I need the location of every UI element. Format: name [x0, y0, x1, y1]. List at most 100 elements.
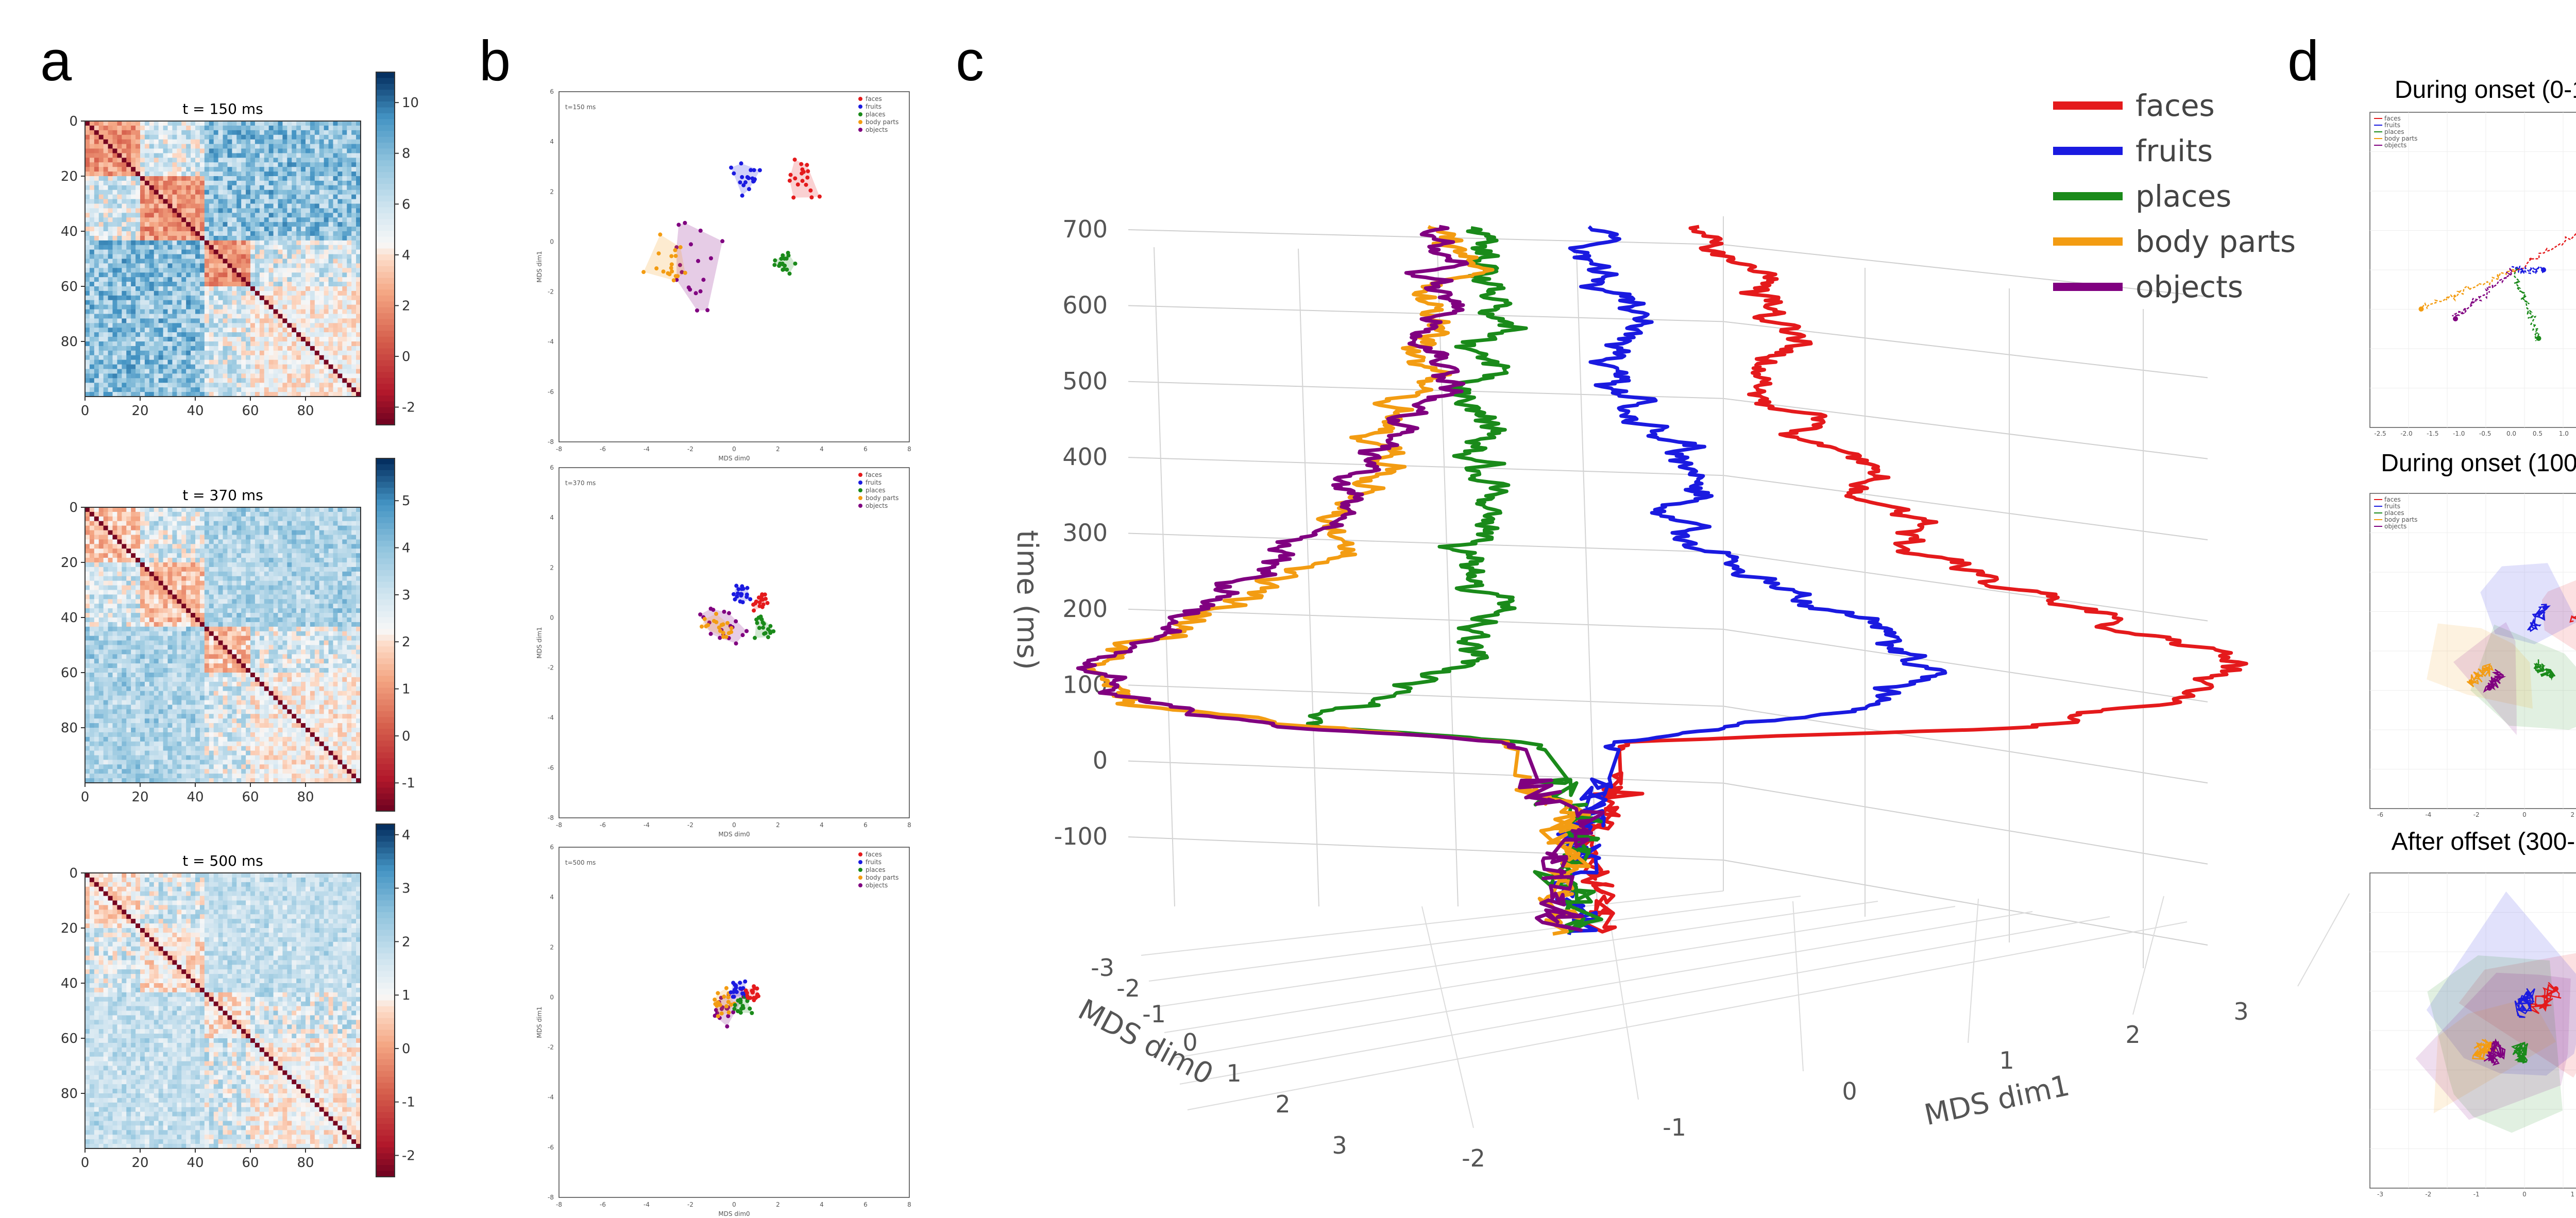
heatmap-cell — [337, 359, 343, 365]
heatmap-cell — [209, 507, 214, 512]
heatmap-cell — [351, 535, 357, 540]
heatmap-cell — [149, 272, 155, 278]
heatmap-cell — [264, 350, 269, 356]
heatmap-cell — [140, 121, 145, 126]
heatmap-cell — [351, 511, 357, 517]
heatmap-cell — [232, 373, 237, 379]
heatmap-cell — [140, 341, 145, 347]
heatmap-cell — [213, 176, 219, 181]
heatmap-cell — [191, 511, 196, 517]
heatmap-cell — [278, 217, 283, 222]
heatmap-cell — [314, 507, 320, 512]
heatmap-cell — [108, 208, 113, 213]
heatmap-cell — [301, 167, 306, 172]
heatmap-cell — [250, 203, 256, 209]
heatmap-cell — [167, 332, 173, 337]
heatmap-cell — [268, 562, 274, 568]
heatmap-cell — [296, 272, 301, 278]
heatmap-cell — [255, 130, 260, 135]
heatmap-cell — [154, 245, 159, 250]
heatmap-cell — [264, 567, 269, 572]
heatmap-cell — [191, 576, 196, 581]
heatmap-cell — [314, 139, 320, 145]
heatmap-cell — [98, 240, 104, 246]
heatmap-cell — [356, 364, 361, 370]
heatmap-cell — [140, 604, 145, 609]
heatmap-cell — [186, 576, 191, 581]
heatmap-cell — [296, 511, 301, 517]
heatmap-cell — [204, 553, 210, 558]
heatmap-cell — [273, 259, 279, 264]
heatmap-cell — [250, 235, 256, 241]
heatmap-cell — [351, 176, 357, 181]
heatmap-cell — [306, 530, 311, 536]
heatmap-cell — [232, 158, 237, 163]
heatmap-cell — [103, 359, 109, 365]
heatmap-cell — [112, 590, 118, 595]
heatmap-cell — [117, 277, 122, 282]
heatmap-cell — [310, 300, 315, 305]
heatmap-cell — [292, 567, 297, 572]
heatmap-cell — [301, 121, 306, 126]
heatmap-cell — [163, 158, 168, 163]
heatmap-cell — [236, 604, 242, 609]
heatmap-cell — [213, 392, 219, 397]
heatmap-cell — [328, 121, 334, 126]
heatmap-cell — [232, 604, 237, 609]
heatmap-cell — [167, 171, 173, 177]
heatmap-cell — [218, 144, 224, 149]
heatmap-cell — [227, 323, 232, 328]
heatmap-cell — [278, 194, 283, 200]
heatmap-cell — [154, 318, 159, 323]
heatmap-cell — [223, 535, 228, 540]
heatmap-cell — [347, 203, 352, 209]
heatmap-cell — [227, 590, 232, 595]
heatmap-cell — [126, 314, 131, 319]
heatmap-cell — [103, 525, 109, 531]
heatmap-cell — [268, 304, 274, 310]
heatmap-cell — [241, 341, 246, 347]
heatmap-cell — [342, 139, 347, 145]
heatmap-cell — [131, 511, 136, 517]
heatmap-cell — [223, 290, 228, 296]
heatmap-cell — [337, 309, 343, 315]
heatmap-cell — [186, 590, 191, 595]
heatmap-cell — [268, 213, 274, 218]
heatmap-cell — [287, 580, 292, 586]
heatmap-cell — [98, 139, 104, 145]
heatmap-cell — [306, 167, 311, 172]
heatmap-cell — [191, 337, 196, 342]
heatmap-cell — [324, 364, 329, 370]
heatmap-cell — [236, 190, 242, 195]
heatmap-cell — [333, 176, 338, 181]
heatmap-cell — [167, 245, 173, 250]
heatmap-cell — [112, 277, 118, 282]
heatmap-cell — [98, 180, 104, 186]
heatmap-cell — [172, 599, 177, 604]
heatmap-cell — [140, 332, 145, 337]
heatmap-cell — [246, 153, 251, 158]
heatmap-cell — [236, 359, 242, 365]
heatmap-cell — [273, 539, 279, 544]
heatmap-cell — [89, 599, 95, 604]
heatmap-cell — [236, 171, 242, 177]
heatmap-cell — [287, 203, 292, 209]
heatmap-cell — [259, 158, 265, 163]
heatmap-cell — [296, 125, 301, 131]
heatmap-cell — [356, 314, 361, 319]
heatmap-cell — [167, 539, 173, 544]
heatmap-cell — [259, 590, 265, 595]
heatmap-cell — [218, 359, 224, 365]
heatmap-cell — [324, 392, 329, 397]
heatmap-cell — [89, 190, 95, 195]
heatmap-cell — [351, 171, 357, 177]
heatmap-cell — [223, 304, 228, 310]
heatmap-cell — [278, 249, 283, 255]
heatmap-cell — [85, 153, 90, 158]
heatmap-cell — [144, 369, 150, 374]
heatmap-cell — [181, 553, 187, 558]
heatmap-cell — [199, 369, 205, 374]
heatmap-cell — [282, 387, 287, 392]
heatmap-cell — [246, 521, 251, 526]
heatmap-cell — [314, 590, 320, 595]
